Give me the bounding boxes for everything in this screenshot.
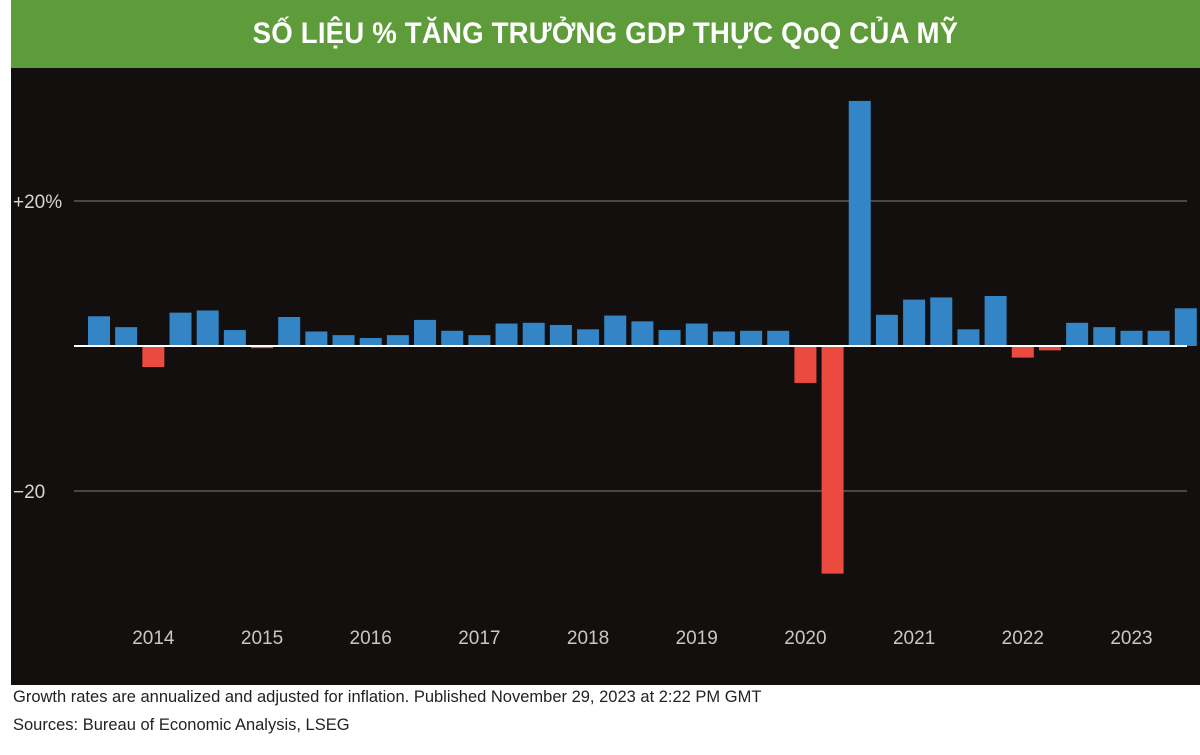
bar-2019Q1 xyxy=(685,323,708,346)
bar-2014Q2 xyxy=(169,312,192,346)
y-tick-label: −20 xyxy=(13,482,45,503)
bar-2022Q1 xyxy=(1011,346,1034,358)
bar-2017Q2 xyxy=(495,323,518,346)
bar-2020Q4 xyxy=(875,314,898,346)
x-tick-label: 2021 xyxy=(893,628,935,649)
bar-2021Q2 xyxy=(930,297,953,346)
x-tick-label: 2019 xyxy=(676,628,718,649)
bar-2023Q2 xyxy=(1147,330,1170,346)
bar-2020Q1 xyxy=(794,346,817,383)
bar-2021Q4 xyxy=(984,295,1007,346)
bar-2013Q3 xyxy=(88,316,110,346)
x-tick-label: 2014 xyxy=(132,628,175,649)
bar-2013Q4 xyxy=(115,327,138,346)
bar-2015Q1 xyxy=(251,346,274,349)
x-tick-label: 2016 xyxy=(350,628,392,649)
x-tick-label: 2022 xyxy=(1002,628,1044,649)
footer-note: Growth rates are annualized and adjusted… xyxy=(13,688,762,706)
bar-2019Q3 xyxy=(740,330,763,346)
chart-title: SỐ LIỆU % TĂNG TRƯỞNG GDP THỰC QoQ CỦA M… xyxy=(252,17,959,50)
bar-2018Q4 xyxy=(658,330,681,346)
bar-2018Q3 xyxy=(631,321,654,346)
x-tick-label: 2020 xyxy=(784,628,826,649)
bar-2022Q4 xyxy=(1093,327,1116,346)
x-tick-label: 2017 xyxy=(458,628,500,649)
bar-2017Q4 xyxy=(549,324,572,346)
bar-2021Q1 xyxy=(903,299,926,346)
bar-2019Q4 xyxy=(767,330,790,346)
x-tick-label: 2018 xyxy=(567,628,609,649)
bar-2019Q2 xyxy=(712,331,735,346)
bar-2020Q2 xyxy=(821,346,844,574)
bar-2018Q1 xyxy=(577,329,600,346)
bar-2023Q3 xyxy=(1174,308,1197,346)
bar-2023Q1 xyxy=(1120,330,1143,346)
plot-area: +20% −20 2014 2015 2016 2017 2018 2019 2020 2021 2… xyxy=(11,68,1200,685)
bar-2016Q4 xyxy=(441,330,464,346)
bar-2018Q2 xyxy=(604,315,627,346)
x-tick-label: 2015 xyxy=(241,628,283,649)
bar-2017Q3 xyxy=(522,322,545,346)
bar-2014Q3 xyxy=(196,310,219,346)
x-tick-label: 2023 xyxy=(1110,628,1152,649)
bar-2020Q3 xyxy=(848,100,871,346)
chart-title-bar: SỐ LIỆU % TĂNG TRƯỞNG GDP THỰC QoQ CỦA M… xyxy=(11,0,1200,68)
bar-2015Q4 xyxy=(332,335,355,346)
bar-2015Q3 xyxy=(305,331,328,346)
bar-2016Q2 xyxy=(386,335,409,346)
bar-2017Q1 xyxy=(468,335,491,346)
bar-2015Q2 xyxy=(278,317,301,346)
bar-2021Q3 xyxy=(957,329,980,346)
y-tick-label: +20% xyxy=(13,192,62,213)
bar-2022Q3 xyxy=(1066,322,1089,346)
bar-2016Q3 xyxy=(414,319,437,346)
bar-2014Q1 xyxy=(142,346,165,368)
bar-2014Q4 xyxy=(223,330,246,346)
bar-2016Q1 xyxy=(359,338,382,346)
footer-sources: Sources: Bureau of Economic Analysis, LS… xyxy=(13,716,350,734)
bar-chart: +20% −20 2014 2015 2016 2017 2018 2019 2020 2021 2… xyxy=(13,100,1197,649)
bar-2022Q2 xyxy=(1038,346,1061,351)
